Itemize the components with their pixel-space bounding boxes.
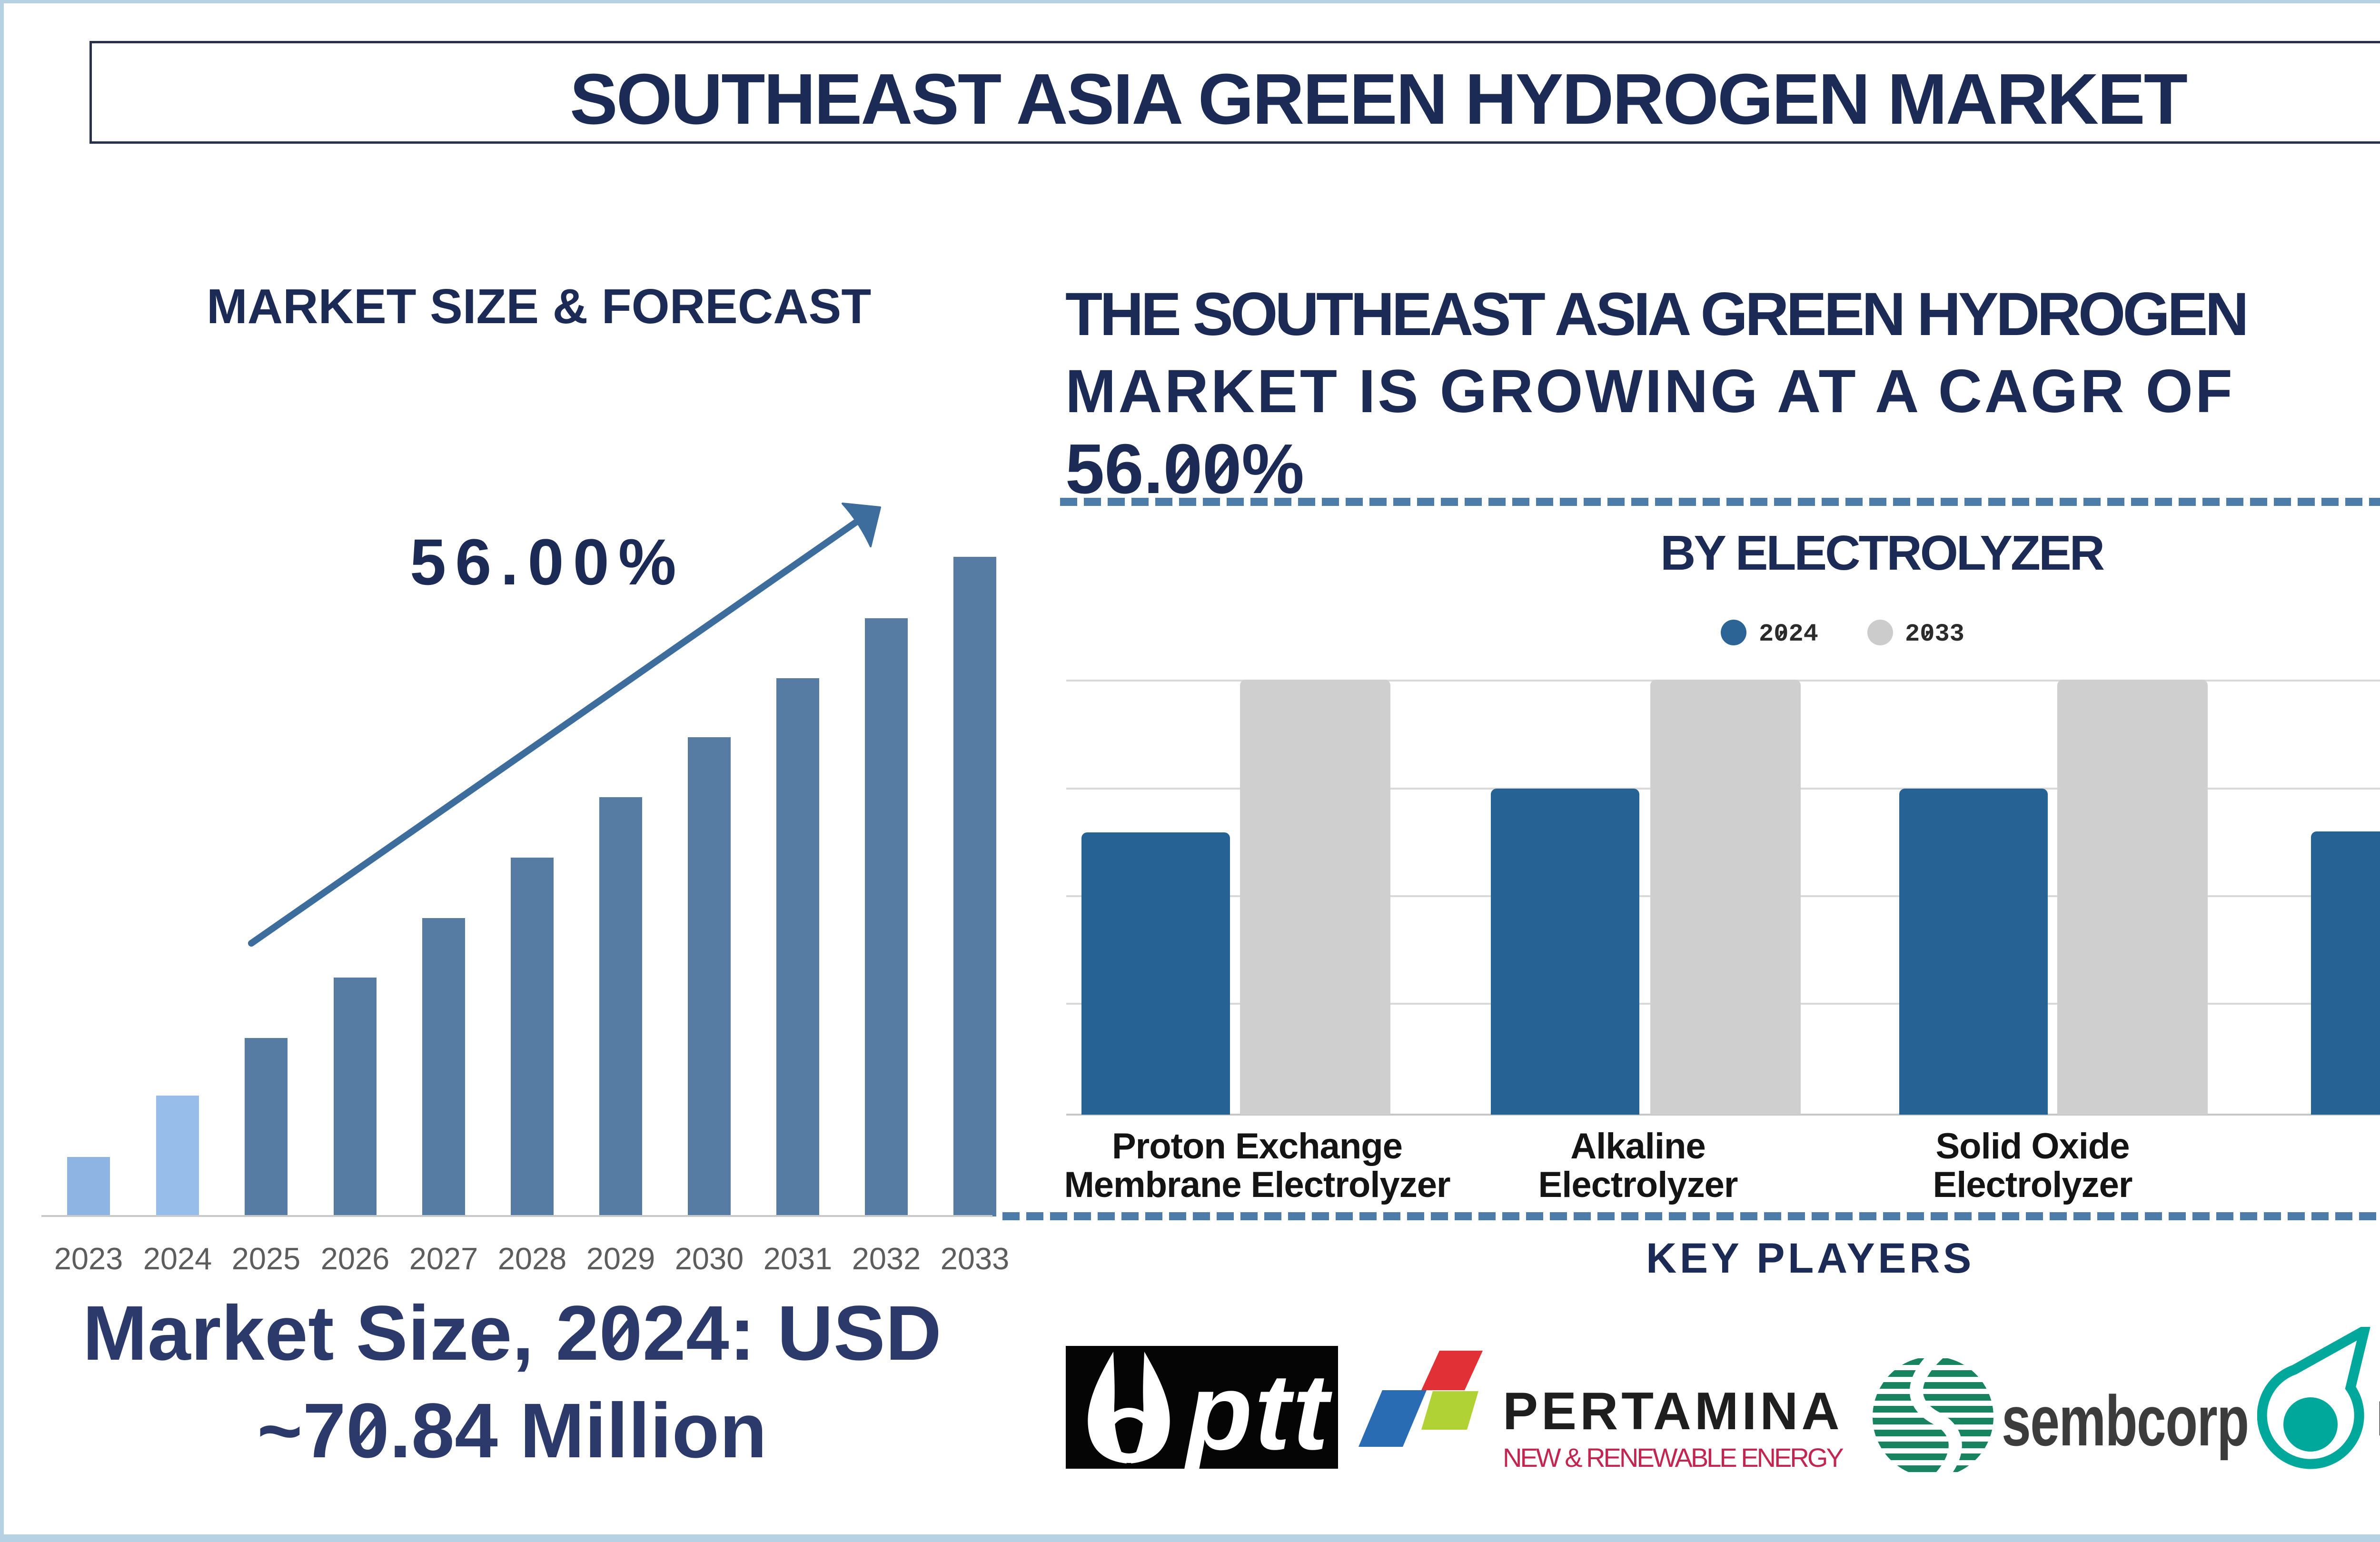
svg-text:PETRONAS: PETRONAS (2376, 1391, 2380, 1446)
svg-text:ptt: ptt (1183, 1352, 1332, 1469)
svg-text:PERTAMINA: PERTAMINA (1503, 1382, 1843, 1441)
svg-text:NEW & RENEWABLE ENERGY: NEW & RENEWABLE ENERGY (1503, 1443, 1844, 1473)
svg-text:sembcorp: sembcorp (2002, 1381, 2249, 1461)
